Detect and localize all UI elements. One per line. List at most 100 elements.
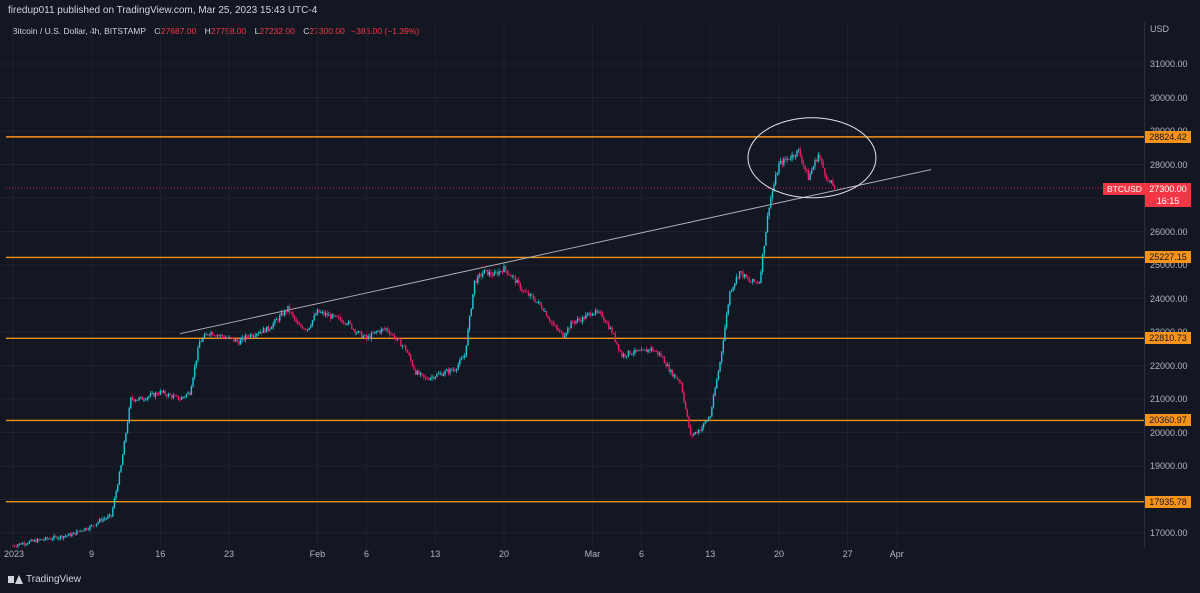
candle-body <box>393 334 396 339</box>
candle-body <box>133 399 135 402</box>
candle-body <box>329 314 332 319</box>
candle-body <box>331 314 333 319</box>
candle-body <box>514 276 517 283</box>
candle-body <box>390 334 392 335</box>
candle-body <box>54 535 57 537</box>
candle-body <box>254 335 256 337</box>
candle-body <box>619 350 621 352</box>
candle-body <box>187 392 189 395</box>
candle-body <box>652 347 654 351</box>
candle-body <box>280 312 283 316</box>
candle-body <box>243 337 245 341</box>
candle-body <box>226 337 229 339</box>
candle-body <box>748 278 751 282</box>
candle-body <box>218 335 220 337</box>
candle-body <box>288 306 291 313</box>
candle-body <box>732 287 734 291</box>
candle-body <box>365 335 368 339</box>
candle-body <box>267 326 270 331</box>
low-key: L <box>254 26 260 36</box>
candle-body <box>410 355 412 361</box>
candle-body <box>532 295 535 300</box>
candle-body <box>184 396 186 398</box>
candle-body <box>246 335 248 337</box>
candle-body <box>828 179 831 183</box>
candle-body <box>414 369 417 375</box>
candle-body <box>779 160 782 164</box>
candle-body <box>576 318 579 321</box>
candle-body <box>568 327 571 329</box>
candle-body <box>387 328 389 332</box>
candle-body <box>149 393 152 397</box>
level-price-tag: 25227.15 <box>1145 251 1191 264</box>
candle-body <box>13 545 16 547</box>
candle-body <box>205 334 207 336</box>
candle-body <box>275 319 278 321</box>
candle-body <box>709 416 711 418</box>
candle-body <box>315 314 317 316</box>
candle-body <box>141 397 143 400</box>
candle-body <box>84 528 86 531</box>
candle-body <box>125 433 127 442</box>
candle-body <box>662 356 664 358</box>
candle-body <box>270 327 273 330</box>
candle-body <box>117 484 119 492</box>
candle-body <box>434 376 436 379</box>
x-tick-label: 9 <box>89 549 95 559</box>
candle-body <box>442 373 445 376</box>
candle-body <box>360 331 363 338</box>
x-tick-label: 13 <box>705 549 716 559</box>
level-price-tag: 28824.42 <box>1145 130 1191 143</box>
candle-body <box>31 539 34 542</box>
candle-body <box>189 392 191 395</box>
candle-body <box>89 525 91 530</box>
candle-body <box>529 293 531 296</box>
candle-body <box>90 525 93 527</box>
x-tick-label: Apr <box>889 549 904 559</box>
candle-body <box>107 516 109 519</box>
candle-body <box>357 331 360 333</box>
candle-body <box>182 396 184 398</box>
candle-body <box>673 374 675 377</box>
tradingview-logo[interactable]: TradingView <box>8 574 81 585</box>
candle-body <box>706 420 708 422</box>
candle-body <box>457 364 459 370</box>
candle-body <box>395 338 397 340</box>
candle-body <box>118 472 121 485</box>
candle-body <box>498 271 500 275</box>
candle-body <box>596 310 598 313</box>
x-tick-label: 2023 <box>3 549 25 559</box>
candle-body <box>509 274 512 277</box>
candle-body <box>531 293 533 296</box>
candle-body <box>657 351 659 355</box>
candle-body <box>388 331 391 335</box>
candle-body <box>139 397 142 398</box>
candle-body <box>765 231 767 246</box>
candle-body <box>305 328 307 330</box>
candle-body <box>609 327 612 330</box>
candle-body <box>310 325 312 328</box>
candle-body <box>71 534 73 537</box>
candle-body <box>157 394 160 396</box>
publish-header: firedup011 published on TradingView.com,… <box>0 0 1200 18</box>
candle-body <box>738 271 741 278</box>
candle-body <box>591 314 594 316</box>
candle-body <box>590 312 592 316</box>
candle-body <box>40 539 42 541</box>
candle-body <box>319 312 322 314</box>
candle-body <box>41 539 44 541</box>
candle-body <box>707 417 710 421</box>
candle-body <box>66 535 68 537</box>
candle-body <box>655 351 657 352</box>
candle-body <box>12 545 14 547</box>
candle-body <box>103 518 106 520</box>
candle-body <box>688 416 690 428</box>
candle-body <box>203 334 206 339</box>
candle-body <box>810 170 813 174</box>
candle-body <box>97 522 99 524</box>
candle-body <box>493 272 495 276</box>
candle-body <box>432 376 435 379</box>
candle-body <box>660 353 662 357</box>
candle-body <box>468 316 471 330</box>
